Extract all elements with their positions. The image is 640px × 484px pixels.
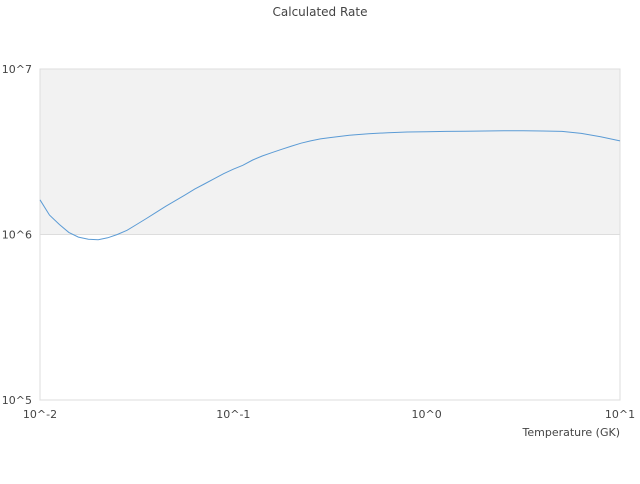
x-tick-label: 10^0: [412, 408, 442, 421]
x-tick-label: 10^-2: [23, 408, 57, 421]
x-axis-label: Temperature (GK): [522, 426, 621, 439]
chart-title: Calculated Rate: [273, 5, 368, 19]
series-line: [39, 130, 621, 241]
x-tick-label: 10^1: [605, 408, 635, 421]
y-tick-label: 10^6: [2, 229, 32, 242]
y-axis: 10^5 10^6 10^7: [2, 63, 32, 407]
x-tick-label: 10^-1: [216, 408, 250, 421]
y-tick-label: 10^7: [2, 63, 32, 76]
y-tick-label: 10^5: [2, 394, 32, 407]
series-layer: [39, 130, 621, 241]
x-axis: 10^-2 10^-1 10^0 10^1: [23, 408, 635, 421]
shaded-band: [40, 69, 620, 235]
